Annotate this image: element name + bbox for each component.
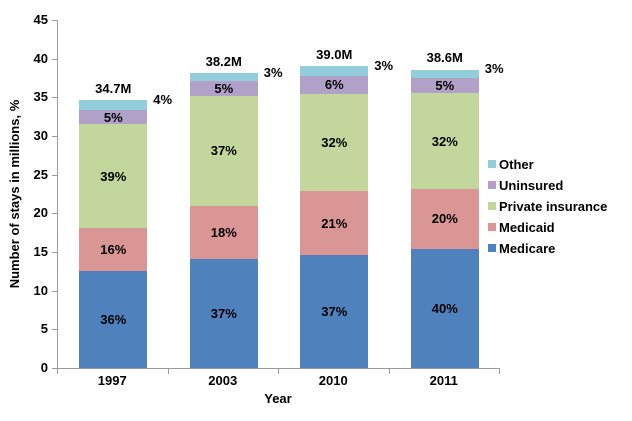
y-tick-mark <box>52 20 57 21</box>
x-category-label: 2010 <box>318 373 348 388</box>
legend-label: Medicare <box>499 241 556 256</box>
legend-item-medicaid: Medicaid <box>488 221 607 234</box>
legend-label: Medicaid <box>499 220 555 235</box>
segment-percent-label: 37% <box>321 304 348 320</box>
bar-segment-medicaid: 21% <box>300 191 369 256</box>
legend-swatch <box>488 160 496 168</box>
bar-total-label: 34.7M <box>95 80 132 96</box>
bar-total-label: 38.6M <box>426 50 463 66</box>
bar-2011: 40% 20% 32% 5% <box>410 69 479 368</box>
bar-segment-medicaid: 20% <box>410 188 479 249</box>
bar-segment-private-insurance: 37% <box>189 96 258 206</box>
y-tick-label: 10 <box>33 282 48 298</box>
plot-area: 36% 16% 39% 5% 4% 34.7M 37% 18% 37% 5% 3% 38.2M 37% 2… <box>57 20 504 369</box>
legend-label: Private insurance <box>499 199 608 214</box>
bar-segment-uninsured: 5% <box>79 109 148 125</box>
legend-label: Other <box>499 157 534 172</box>
segment-percent-label: 16% <box>100 242 127 258</box>
legend-swatch <box>488 223 496 231</box>
segment-percent-label: 36% <box>100 312 127 328</box>
segment-percent-label: 5% <box>435 78 455 94</box>
bar-segment-medicaid: 16% <box>79 228 148 272</box>
legend-label: Uninsured <box>499 178 564 193</box>
bar-segment-other <box>189 72 258 82</box>
bar-segment-other <box>410 69 479 79</box>
bar-segment-medicare: 37% <box>189 258 258 368</box>
outside-percent-label: 3% <box>263 64 283 80</box>
legend-item-private-insurance: Private insurance <box>488 200 607 213</box>
y-tick-label: 0 <box>40 360 48 375</box>
x-tick-mark <box>278 369 279 374</box>
segment-percent-label: 5% <box>103 109 123 125</box>
legend-swatch <box>488 244 496 252</box>
y-tick-mark <box>52 174 57 176</box>
legend-swatch <box>488 181 496 189</box>
y-tick-mark <box>52 368 57 369</box>
bar-segment-uninsured: 6% <box>300 75 369 94</box>
bar-segment-medicaid: 18% <box>189 205 258 259</box>
x-tick-mark <box>167 369 169 374</box>
legend-item-medicare: Medicare <box>488 242 607 255</box>
segment-percent-label: 32% <box>431 133 458 149</box>
y-tick-label: 5 <box>40 321 48 337</box>
y-tick-mark <box>52 290 57 292</box>
bar-segment-uninsured: 5% <box>410 78 479 94</box>
segment-percent-label: 20% <box>431 211 458 227</box>
legend-item-uninsured: Uninsured <box>488 179 607 192</box>
bar-segment-uninsured: 5% <box>189 81 258 97</box>
outside-percent-label: 3% <box>374 58 394 74</box>
segment-percent-label: 39% <box>100 168 127 184</box>
y-tick-label: 45 <box>33 12 48 27</box>
x-category-label: 2003 <box>208 373 238 388</box>
y-tick-label: 25 <box>33 166 48 182</box>
bar-segment-medicare: 36% <box>79 271 148 368</box>
bar-segment-medicare: 37% <box>300 255 369 368</box>
x-tick-mark <box>388 369 390 374</box>
segment-percent-label: 37% <box>210 305 237 321</box>
bar-total-label: 38.2M <box>205 53 242 69</box>
x-axis-title: Year <box>264 391 292 406</box>
legend-item-other: Other <box>488 158 607 171</box>
bar-segment-private-insurance: 32% <box>300 93 369 192</box>
y-axis-title: Number of stays in millions, % <box>7 99 22 289</box>
legend: Other Uninsured Private insurance Medicaid M… <box>488 158 607 263</box>
segment-percent-label: 37% <box>210 143 237 159</box>
y-tick-mark <box>52 97 57 99</box>
y-tick-label: 30 <box>33 128 48 143</box>
segment-percent-label: 18% <box>210 224 237 240</box>
bar-segment-other <box>300 66 369 76</box>
bar-2003: 37% 18% 37% 5% <box>189 72 258 368</box>
y-tick-mark <box>52 58 57 60</box>
outside-percent-label: 3% <box>484 61 504 77</box>
y-tick-label: 35 <box>33 89 48 105</box>
segment-percent-label: 32% <box>321 135 348 151</box>
bar-2010: 37% 21% 32% 6% <box>300 66 369 368</box>
bar-total-label: 39.0M <box>316 47 353 63</box>
segment-percent-label: 6% <box>324 77 344 93</box>
x-tick-mark <box>57 369 58 374</box>
y-tick-mark <box>52 329 57 331</box>
y-tick-label: 15 <box>33 244 48 259</box>
legend-swatch <box>488 202 496 210</box>
bar-segment-medicare: 40% <box>410 248 479 368</box>
y-tick-label: 20 <box>33 205 48 221</box>
y-tick-mark <box>52 252 57 253</box>
segment-percent-label: 5% <box>214 81 234 97</box>
y-tick-mark <box>52 136 57 137</box>
bar-segment-private-insurance: 32% <box>410 93 479 189</box>
bar-segment-other <box>79 99 148 111</box>
y-tick-mark <box>52 213 57 215</box>
bar-segment-private-insurance: 39% <box>79 123 148 229</box>
y-tick-label: 40 <box>33 50 48 66</box>
segment-percent-label: 40% <box>431 300 458 316</box>
segment-percent-label: 21% <box>321 215 348 231</box>
bar-1997: 36% 16% 39% 5% <box>79 99 148 368</box>
x-tick-mark <box>499 369 500 374</box>
outside-percent-label: 4% <box>153 91 173 107</box>
x-category-label: 2011 <box>429 373 458 388</box>
x-category-label: 1997 <box>97 373 127 388</box>
